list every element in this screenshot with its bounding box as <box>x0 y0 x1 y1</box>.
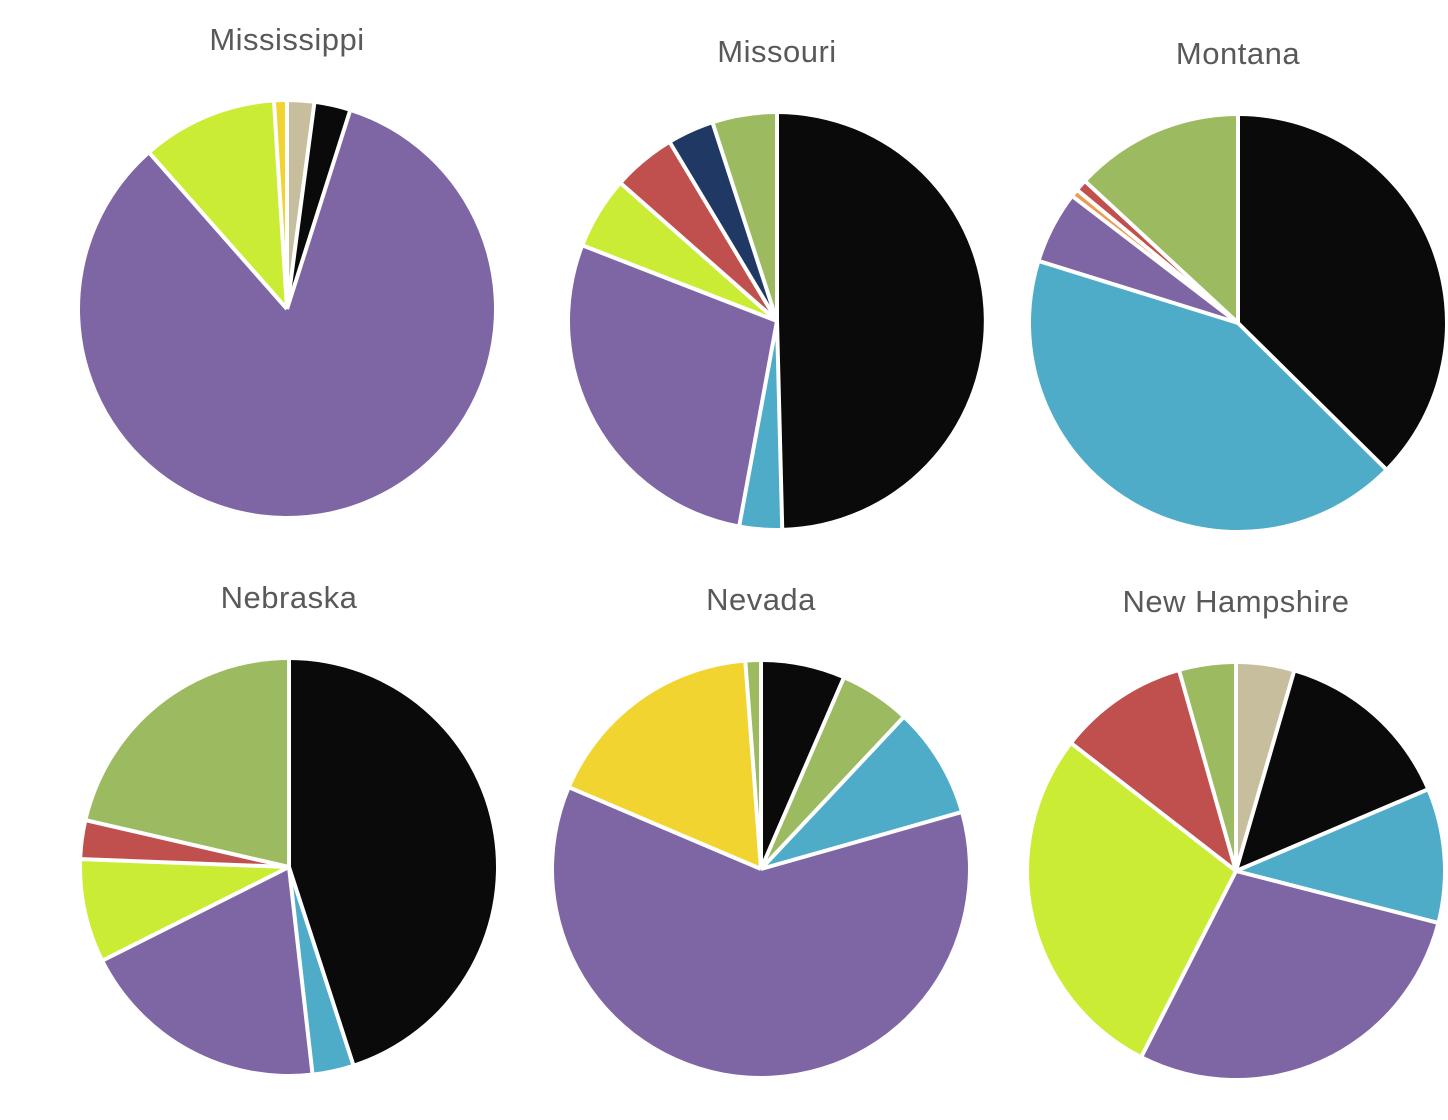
chart-title-new-hampshire: New Hampshire <box>1122 584 1350 619</box>
slice-separator <box>102 865 290 963</box>
slice-separator <box>285 102 317 310</box>
pie-slice-teal_blue <box>1030 261 1386 531</box>
pie-slice-purple <box>1142 871 1437 1079</box>
pie-slice-teal_blue <box>761 718 961 869</box>
slice-separator <box>271 101 289 310</box>
chart-title-missouri: Missouri <box>717 34 837 69</box>
pie-slice-chartreuse <box>82 859 289 960</box>
slice-separator <box>737 320 779 526</box>
slice-separator <box>147 151 289 311</box>
slice-separator <box>759 677 846 870</box>
slice-separator <box>743 661 763 870</box>
pie-slice-teal_blue <box>1236 789 1444 923</box>
slice-separator <box>1235 787 1429 873</box>
pie-slice-purple <box>80 111 495 516</box>
pie-slice-olive_green <box>1086 116 1238 323</box>
slice-separator <box>568 785 762 871</box>
pie-slice-purple <box>553 787 968 1076</box>
slice-separator <box>1177 670 1238 872</box>
slice-separator <box>759 716 905 871</box>
pie-plot-montana <box>1030 115 1446 531</box>
pie-slice-chartreuse <box>150 102 287 309</box>
pie-slice-chartreuse <box>1029 744 1236 1056</box>
slice-separator <box>1236 321 1388 471</box>
pie-plot-missouri <box>570 113 984 529</box>
chart-title-nebraska: Nebraska <box>220 580 358 615</box>
pie-slice-black <box>289 660 497 1064</box>
pie-plot-nebraska <box>81 659 497 1075</box>
chart-title-montana: Montana <box>1175 36 1301 71</box>
slice-separator <box>285 110 352 310</box>
pie-plot-new-hampshire <box>1029 663 1444 1079</box>
slice-separator <box>1234 670 1296 872</box>
slice-separator <box>287 866 356 1066</box>
pie-slice-brick_red <box>1072 671 1236 871</box>
slice-separator <box>1139 870 1238 1058</box>
slice-separator <box>85 818 290 869</box>
pie-slice-purple <box>103 867 313 1075</box>
pie-slice-golden_yellow <box>570 662 761 869</box>
slice-separator <box>668 141 779 323</box>
slice-separator <box>619 181 779 323</box>
chart-title-mississippi: Mississippi <box>209 22 365 57</box>
pie-plot-nevada <box>553 661 968 1076</box>
slice-separator <box>1084 180 1240 325</box>
slice-separator <box>81 857 290 869</box>
slice-separator <box>1038 259 1239 325</box>
slice-separator <box>710 122 779 322</box>
pie-slice-olive_green <box>761 679 903 869</box>
pie-slice-olive_green <box>87 660 289 867</box>
pie-slice-navy <box>670 124 777 321</box>
slice-separator <box>582 243 778 323</box>
chart-title-nevada: Nevada <box>706 582 816 617</box>
pie-slice-black <box>1236 672 1427 871</box>
pie-slice-purple <box>570 246 777 525</box>
slice-separator <box>1235 869 1438 925</box>
pie-slice-black <box>1238 116 1446 469</box>
slice-separator <box>287 866 315 1074</box>
pie-slice-black <box>777 114 984 528</box>
pie-plot-mississippi <box>80 101 495 516</box>
pie-slice-chartreuse <box>584 184 777 321</box>
slice-separator <box>775 320 785 529</box>
pie-slice-brick_red <box>621 143 777 321</box>
slice-separator <box>760 810 962 871</box>
slice-separator <box>1070 741 1238 873</box>
pie-slice-purple <box>1040 197 1238 323</box>
